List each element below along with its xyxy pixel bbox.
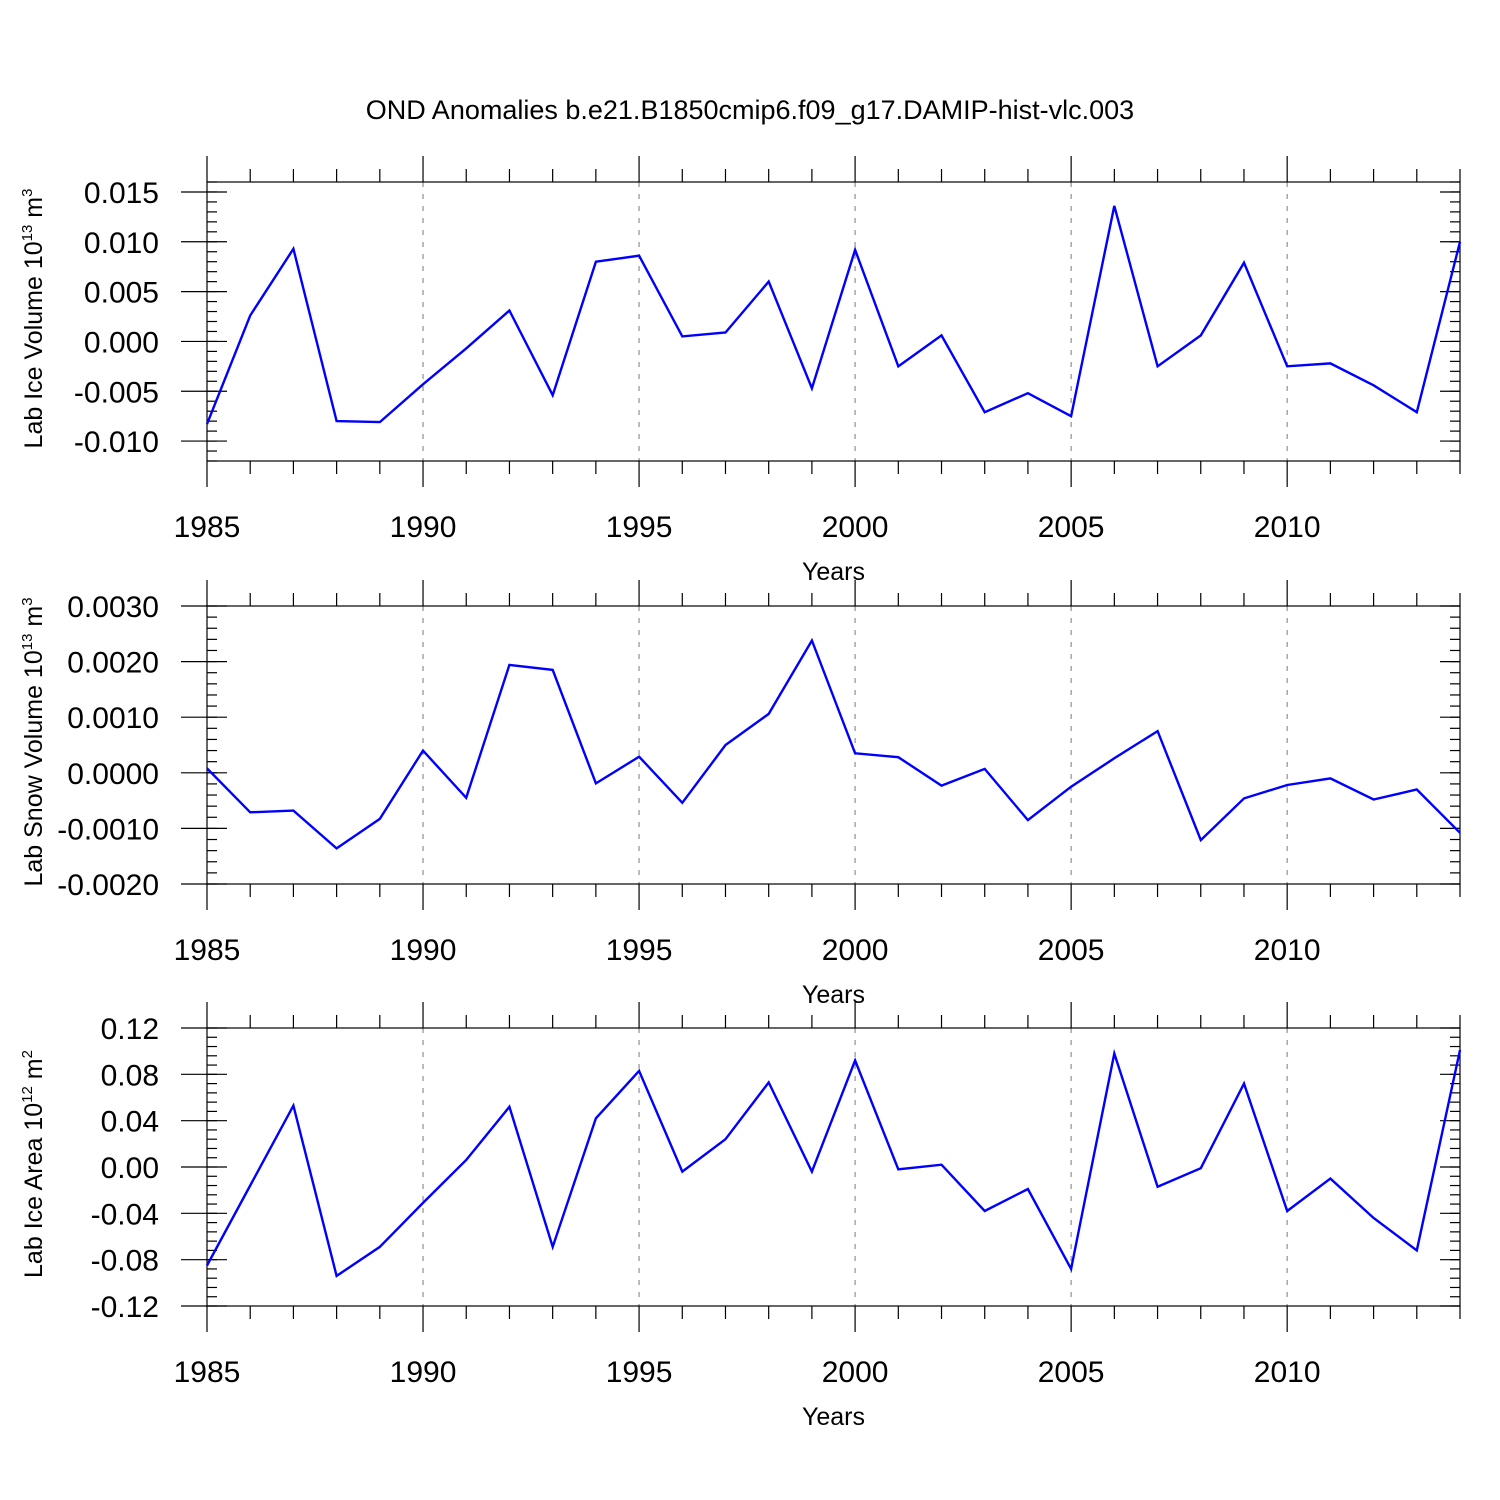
x-tick-label: 1985 [174,511,241,544]
y-tick-label: 0.0020 [67,647,159,680]
chart-title: OND Anomalies b.e21.B1850cmip6.f09_g17.D… [366,95,1134,125]
y-axis-title: Lab Snow Volume 1013 m3 [19,597,48,886]
x-axis-title: Years [802,1403,865,1431]
x-tick-label: 1985 [174,1356,241,1389]
y-axis-title-unit: m [20,606,48,634]
plot-frame [206,605,1461,885]
y-tick-label: 0.0030 [67,591,159,624]
x-tick-label: 2000 [822,1356,889,1389]
y-tick-label: 0.04 [101,1106,159,1139]
y-axis-title-unit-exponent: 2 [19,1050,36,1058]
x-tick-label: 1990 [390,1356,457,1389]
y-axis-title-text: Lab Snow Volume 10 [20,650,48,886]
y-tick-label: -0.0010 [57,813,159,846]
y-axis-title-text: Lab Ice Area 10 [20,1103,48,1278]
x-tick-label: 2005 [1038,934,1105,967]
y-axis-title: Lab Ice Area 1012 m2 [19,1050,48,1278]
y-axis-title-unit-exponent: 3 [19,597,36,605]
y-axis-title-unit: m [20,197,48,225]
y-tick-label: 0.010 [84,227,159,260]
y-axis-title-unit: m [20,1058,48,1086]
y-axis-title-exponent: 12 [19,1086,36,1103]
y-tick-label: 0.12 [101,1013,159,1046]
y-tick-label: 0.005 [84,277,159,310]
y-tick-label: 0.015 [84,177,159,210]
panel-2: 0.0030 0.0020 0.0010 0.0000 -0.0010 -0.0020 19… [19,580,1461,1009]
y-axis-title: Lab Ice Volume 1013 m3 [19,189,48,449]
series-line-1 [206,637,1461,850]
y-tick-label: -0.08 [91,1245,159,1278]
x-tick-label: 2000 [822,511,889,544]
y-tick-label: 0.0010 [67,702,159,735]
y-tick-label: -0.04 [91,1198,159,1231]
x-tick-label: 1995 [606,1356,673,1389]
y-axis-title-exponent: 13 [19,634,36,651]
y-tick-label: 0.08 [101,1059,159,1092]
x-tick-label: 1990 [390,934,457,967]
x-tick-label: 1995 [606,934,673,967]
y-tick-label: -0.010 [74,426,159,459]
x-tick-label: 1995 [606,511,673,544]
y-tick-label: -0.0020 [57,869,159,902]
series-line-1 [205,205,1462,425]
y-tick-label: -0.12 [91,1291,159,1324]
y-tick-label: 0.0000 [67,758,159,791]
y-axis-title-unit-exponent: 3 [19,189,36,197]
series-line-1 [205,1048,1462,1278]
y-axis-title-text: Lab Ice Volume 10 [20,241,48,448]
panels: 0.015 0.010 0.005 0.000 -0.005 -0.010 1985 1990… [19,156,1462,1431]
x-tick-label: 1990 [390,511,457,544]
x-tick-label: 2005 [1038,511,1105,544]
x-tick-label: 2010 [1254,511,1321,544]
panel-1: 0.015 0.010 0.005 0.000 -0.005 -0.010 1985 1990… [19,156,1462,586]
y-tick-label: -0.005 [74,376,159,409]
y-tick-label: 0.00 [101,1152,159,1185]
y-tick-label: 0.000 [84,326,159,359]
y-axis-title-exponent: 13 [19,225,36,242]
x-tick-label: 2005 [1038,1356,1105,1389]
x-tick-label: 2010 [1254,1356,1321,1389]
x-tick-label: 2000 [822,934,889,967]
x-tick-label: 1985 [174,934,241,967]
panel-3: 0.12 0.08 0.04 0.00 -0.04 -0.08 -0.12 1985 1990 1… [19,1002,1462,1431]
x-tick-label: 2010 [1254,934,1321,967]
